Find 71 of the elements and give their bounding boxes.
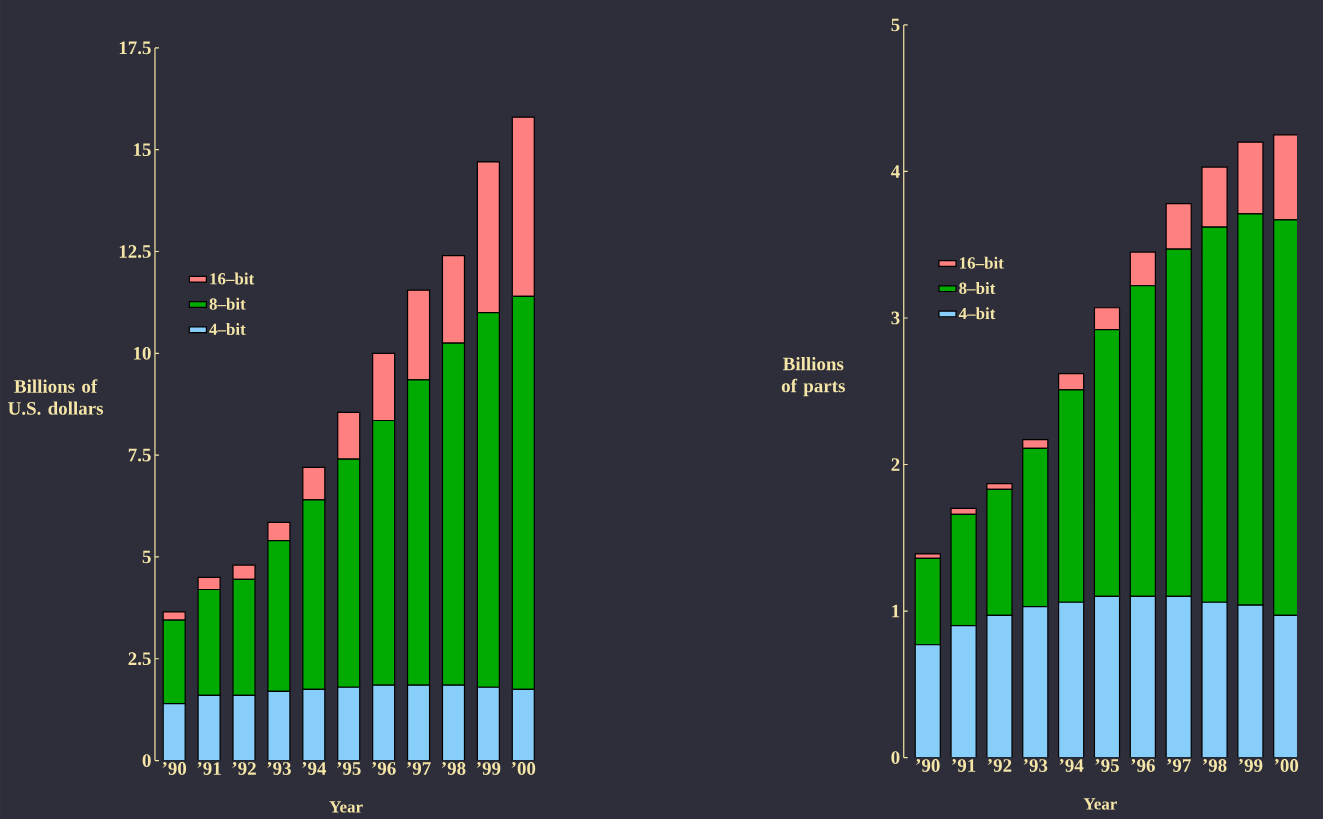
y-tick-label: 4 (890, 165, 900, 178)
y-tick-label: 5 (142, 550, 151, 564)
legend-label: 16–bit (959, 256, 1004, 269)
bar (1022, 606, 1048, 758)
x-tick-label: ’00 (1274, 758, 1299, 772)
bar (1022, 447, 1049, 608)
x-tick-label: ’99 (476, 761, 501, 775)
x-tick-label: ’98 (442, 761, 466, 775)
bar (1166, 596, 1192, 758)
x-tick-label: ’93 (1023, 758, 1048, 772)
x-tick-label: ’95 (1095, 758, 1119, 772)
bar (1129, 284, 1156, 597)
x-axis-title: Year (329, 801, 363, 813)
bar (1201, 602, 1228, 758)
x-tick-label: ’90 (162, 761, 187, 775)
y-tick-label: 2.5 (128, 652, 151, 665)
x-tick-label: ’94 (1059, 758, 1084, 772)
x-tick-label: ’95 (337, 761, 361, 775)
y-tick-label: 1 (892, 604, 900, 618)
x-axis-title: Year (1083, 798, 1117, 810)
x-tick-label: ’91 (197, 761, 221, 775)
bar (1237, 213, 1264, 606)
x-tick-label: ’92 (987, 758, 1012, 772)
bar (1058, 388, 1085, 603)
bar (950, 513, 977, 627)
bar (986, 488, 1013, 616)
bar (1129, 251, 1156, 287)
x-tick-label: ’91 (952, 758, 976, 772)
bar (1273, 614, 1297, 758)
x-tick-label: ’00 (511, 761, 536, 775)
bar (1237, 141, 1264, 215)
legend-label: 16–bit (210, 272, 255, 285)
x-tick-label: ’92 (232, 761, 256, 775)
x-tick-label: ’97 (407, 761, 431, 775)
x-tick-label: ’99 (1238, 758, 1263, 772)
x-tick-label: ’96 (372, 761, 396, 775)
bar (915, 644, 941, 758)
bar (1237, 604, 1263, 758)
bar (1165, 248, 1192, 597)
y-tick-label: 3 (891, 311, 900, 325)
bar (1201, 226, 1228, 603)
bar (1058, 602, 1084, 758)
y-tick-label: 15 (134, 143, 151, 156)
bar (1165, 202, 1192, 250)
bar (1130, 596, 1156, 758)
x-tick-label: ’97 (1167, 758, 1191, 772)
bar (951, 625, 977, 758)
y-axis-title: Billions of parts (781, 356, 845, 396)
x-tick-label: ’98 (1203, 758, 1227, 772)
y-tick-label: 5 (891, 18, 900, 32)
x-tick-label: ’96 (1131, 758, 1155, 772)
y-tick-label: 17.5 (119, 41, 151, 55)
y-tick-label: 0 (142, 753, 151, 767)
bar (1094, 596, 1120, 758)
x-tick-label: ’90 (916, 758, 940, 772)
legend-label: 8–bit (209, 297, 246, 310)
y-tick-label: 7.5 (128, 448, 151, 462)
y-tick-label: 12.5 (119, 244, 151, 258)
bar (1093, 328, 1121, 597)
x-tick-label: ’93 (267, 761, 291, 775)
legend-label: 4–bit (209, 322, 246, 335)
legend-label: 4–bit (958, 307, 996, 320)
y-axis-title: Billions of U.S. dollars (8, 379, 104, 415)
legend-label: 8–bit (959, 281, 996, 294)
bar (914, 557, 941, 646)
y-tick-label: 0 (891, 750, 900, 764)
y-tick-label: 2 (891, 458, 900, 471)
y-tick-label: 10 (134, 346, 151, 360)
x-tick-label: ’94 (302, 761, 327, 775)
bar (986, 615, 1012, 758)
bar (1093, 306, 1121, 331)
